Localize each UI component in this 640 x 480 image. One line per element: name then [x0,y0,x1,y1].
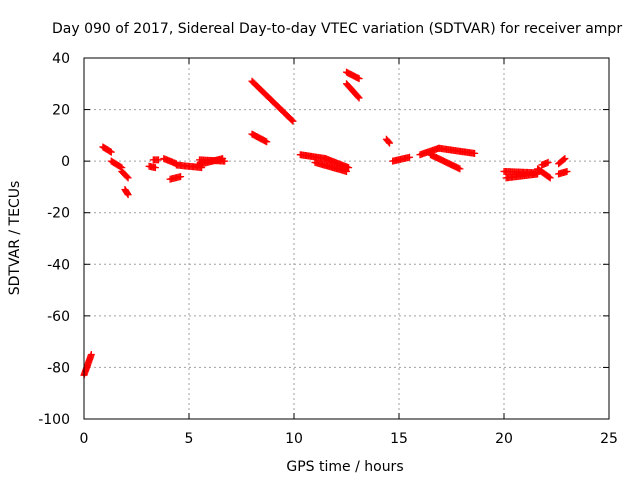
data-series-segment [80,351,95,379]
data-series-segment [389,153,413,165]
data-point [107,148,115,156]
data-point [545,173,553,181]
data-points [80,68,571,379]
data-series-segment [196,156,229,165]
y-tick-label: 0 [61,154,70,170]
y-tick-label: -60 [47,309,70,325]
grid-lines [84,58,609,419]
data-point [124,174,132,182]
y-tick-label: 20 [52,103,70,119]
data-point [563,167,571,175]
data-series-segment [502,170,542,182]
data-series-segment [555,155,569,168]
data-series-segment [427,151,464,173]
chart-title: Day 090 of 2017, Sidereal Day-to-day VTE… [52,21,622,37]
data-point [263,138,271,146]
data-series-segment [118,167,132,182]
x-tick-label: 15 [390,431,408,447]
y-tick-label: 40 [52,51,70,67]
data-point [288,116,296,124]
data-series-segment [311,158,350,175]
data-series-segment [107,157,126,172]
data-series-segment [149,156,163,164]
data-point [560,155,568,163]
data-point [221,157,229,165]
data-series-segment [343,80,363,102]
x-tick-label: 20 [495,431,513,447]
x-tick-label: 5 [185,431,194,447]
data-point [123,173,131,181]
data-point [546,174,554,182]
data-point [345,164,353,172]
x-tick-labels: 0 5 10 15 20 25 [80,431,618,447]
data-series-segment [248,77,297,125]
x-axis-label: GPS time / hours [286,459,403,475]
data-series-segment [435,144,479,157]
x-tick-label: 10 [285,431,303,447]
x-tick-label: 25 [600,431,618,447]
data-series-segment [538,158,552,169]
data-point [155,156,163,164]
y-axis-label: SDTVAR / TECUs [7,181,23,296]
data-series-segment [555,167,571,178]
data-series-segment [322,155,353,172]
data-point [355,75,363,83]
data-point [87,351,95,359]
x-tick-label: 0 [80,431,89,447]
data-point [354,93,362,101]
y-tick-label: -100 [38,412,70,428]
data-series-segment [248,130,271,146]
y-tick-label: -80 [47,360,70,376]
data-point [456,165,464,173]
data-series-segment [343,68,363,83]
y-tick-label: -40 [47,257,70,273]
data-series-segment [99,143,115,156]
data-point [124,191,132,199]
data-series-segment [534,165,554,182]
data-series-segment [382,135,394,147]
data-point [177,173,185,181]
data-point [151,164,159,172]
data-point [289,117,297,125]
data-series-segment [145,162,159,172]
y-tick-label: -20 [47,206,70,222]
data-series-segment [166,173,185,183]
data-point [385,138,393,146]
data-point [406,153,413,161]
data-series-segment [416,144,443,159]
data-point [355,94,363,102]
data-series-segment [121,186,132,199]
data-point [544,158,552,166]
data-point [386,139,394,147]
data-series-segment [296,151,329,163]
data-point [561,155,569,163]
data-point [471,149,479,157]
axis-ticks [83,57,610,420]
plot-frame [83,57,610,420]
y-tick-labels: -100 -80 -60 -40 -20 0 20 40 [38,51,70,428]
data-point [117,163,125,171]
